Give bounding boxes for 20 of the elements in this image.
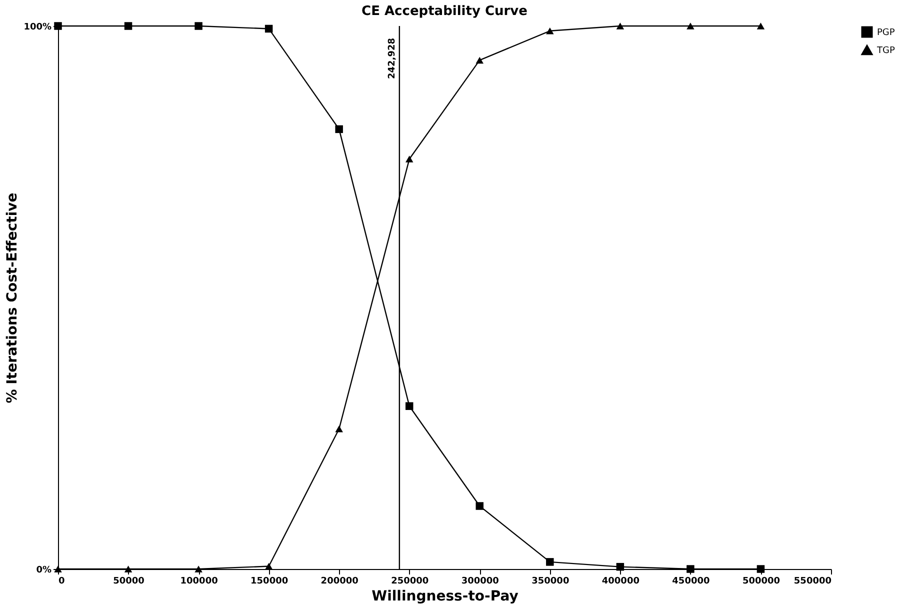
x-tick-label: 350000 bbox=[532, 576, 570, 586]
x-tick-label: 550000 bbox=[794, 576, 832, 586]
x-tick-label: 500000 bbox=[742, 576, 780, 586]
legend-label: TGP bbox=[876, 46, 896, 56]
x-tick-label: 450000 bbox=[672, 576, 710, 586]
x-axis-title: Willingness-to-Pay bbox=[372, 588, 518, 604]
y-tick-label: 100% bbox=[24, 22, 52, 32]
chart-title: CE Acceptability Curve bbox=[362, 4, 528, 19]
x-tick-label: 250000 bbox=[391, 576, 429, 586]
legend-label: PGP bbox=[877, 28, 896, 38]
x-tick-label: 400000 bbox=[602, 576, 640, 586]
x-tick-label: 300000 bbox=[461, 576, 499, 586]
y-axis-title: % Iterations Cost-Effective bbox=[4, 192, 21, 404]
x-tick-label: 50000 bbox=[113, 576, 144, 586]
x-tick-label: 100000 bbox=[180, 576, 218, 586]
x-tick-label: 0 bbox=[58, 576, 65, 586]
y-tick-label: 0% bbox=[36, 566, 52, 576]
ref-line-label: 242,928 bbox=[387, 38, 398, 79]
x-tick-label: 150000 bbox=[250, 576, 288, 586]
x-tick-label: 200000 bbox=[320, 576, 358, 586]
